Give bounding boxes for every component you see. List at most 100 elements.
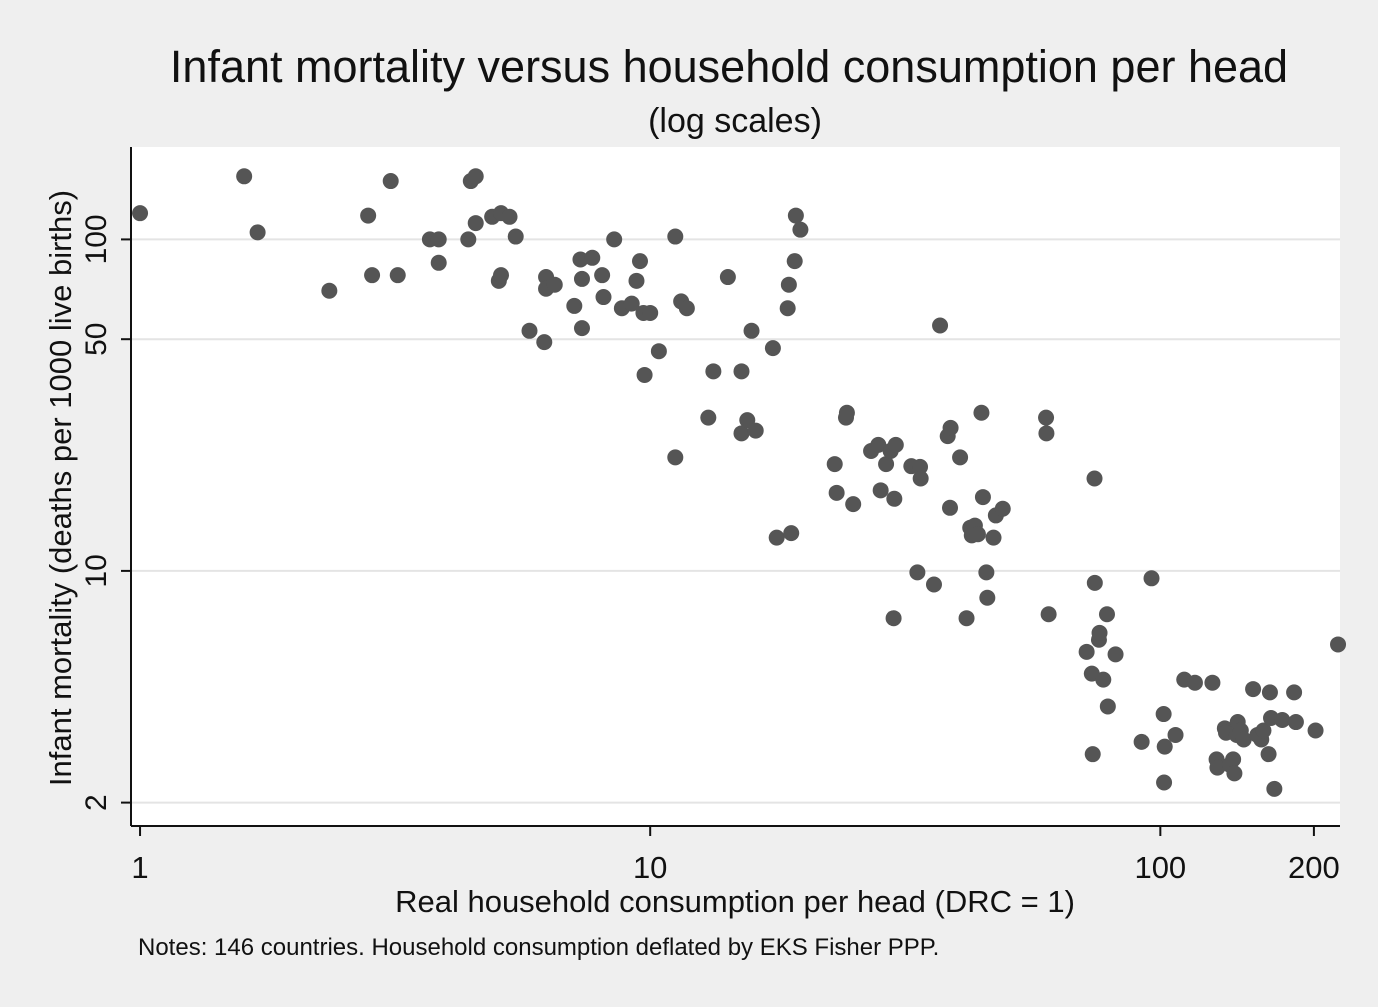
scatter-point [1209,759,1226,776]
scatter-point [1086,574,1103,591]
scatter-point [1086,470,1103,487]
scatter-point [642,304,659,321]
scatter-point [828,484,845,501]
scatter-point [974,489,991,506]
scatter-point [1204,674,1221,691]
x-tick-label: 1 [131,850,148,885]
x-axis-label: Real household consumption per head (DRC… [395,884,1075,919]
scatter-point [507,228,524,245]
scatter-point [1274,711,1291,728]
scatter-point [584,249,601,266]
scatter-point [1091,624,1108,641]
scatter-point [870,436,887,453]
scatter-point [985,529,1002,546]
scatter-point [1099,698,1116,715]
scatter-point [628,272,645,289]
scatter-point [1226,765,1243,782]
scatter-point [1225,751,1242,768]
scatter-point [536,334,553,351]
scatter-point [719,269,736,286]
scatter-point [389,267,406,284]
scatter-point [594,267,611,284]
scatter-point [467,168,484,185]
scatter-point [249,224,266,241]
scatter-point [912,458,929,475]
axis-ticks: 2 10 50 100 1 10 100 200 [80,214,1340,885]
scatter-point [872,482,889,499]
scatter-point [973,404,990,421]
scatter-point [623,295,640,312]
scatter-point [321,282,338,299]
scatter-point [1330,636,1347,653]
scatter-point [1255,722,1272,739]
scatter-point [743,322,760,339]
scatter-point [1084,746,1101,763]
scatter-point [1078,643,1095,660]
chart-title: Infant mortality versus household consum… [170,41,1288,92]
scatter-point [667,228,684,245]
y-tick-label: 50 [80,323,113,356]
chart-subtitle: (log scales) [648,102,822,140]
scatter-point [595,289,612,306]
scatter-point [958,610,975,627]
scatter-point [747,422,764,439]
scatter-point [779,300,796,317]
scatter-point [952,449,969,466]
scatter-point [733,425,750,442]
scatter-point [1287,714,1304,731]
x-tick-label: 200 [1288,850,1340,885]
x-tick-label: 10 [633,850,667,885]
scatter-point [1156,774,1173,791]
scatter-point [546,276,563,293]
scatter-point [132,205,149,222]
scatter-point [382,173,399,190]
scatter-point [1143,570,1160,587]
scatter-point [1245,681,1262,698]
scatter-point [1286,684,1303,701]
scatter-point [887,436,904,453]
scatter-point [573,320,590,337]
scatter-point [925,576,942,593]
scatter-point [364,267,381,284]
scatter-point [932,317,949,334]
scatter-point [566,297,583,314]
scatter-point [912,470,929,487]
scatter-point [1095,671,1112,688]
scatter-point [994,500,1011,517]
scatter-point [845,496,862,513]
scatter-point [460,231,477,248]
scatter-point [467,215,484,232]
scatter-point [636,366,653,383]
scatter-point [501,208,518,225]
y-tick-label: 2 [80,794,113,811]
scatter-point [493,267,510,284]
chart-note: Notes: 146 countries. Household consumpt… [138,934,939,961]
scatter-point [1156,738,1173,755]
scatter-point [430,231,447,248]
scatter-point [1098,606,1115,623]
scatter-point [678,300,695,317]
scatter-point [1186,674,1203,691]
scatter-point [787,207,804,224]
scatter-point [1167,726,1184,743]
scatter-point [430,254,447,271]
scatter-point [1038,425,1055,442]
scatter-point [886,490,903,507]
scatter-point [1235,731,1252,748]
scatter-point [783,525,800,542]
scatter-point [572,251,589,268]
scatter-point [786,253,803,270]
scatter-point [1038,409,1055,426]
scatter-point [700,409,717,426]
x-tick-label: 100 [1134,850,1186,885]
scatter-point [1107,646,1124,663]
scatter-point [979,589,996,606]
scatter-point [764,340,781,357]
scatter-point [1040,606,1057,623]
scatter-point [978,564,995,581]
scatter-point [667,449,684,466]
scatter-point [885,610,902,627]
scatter-point [650,343,667,360]
